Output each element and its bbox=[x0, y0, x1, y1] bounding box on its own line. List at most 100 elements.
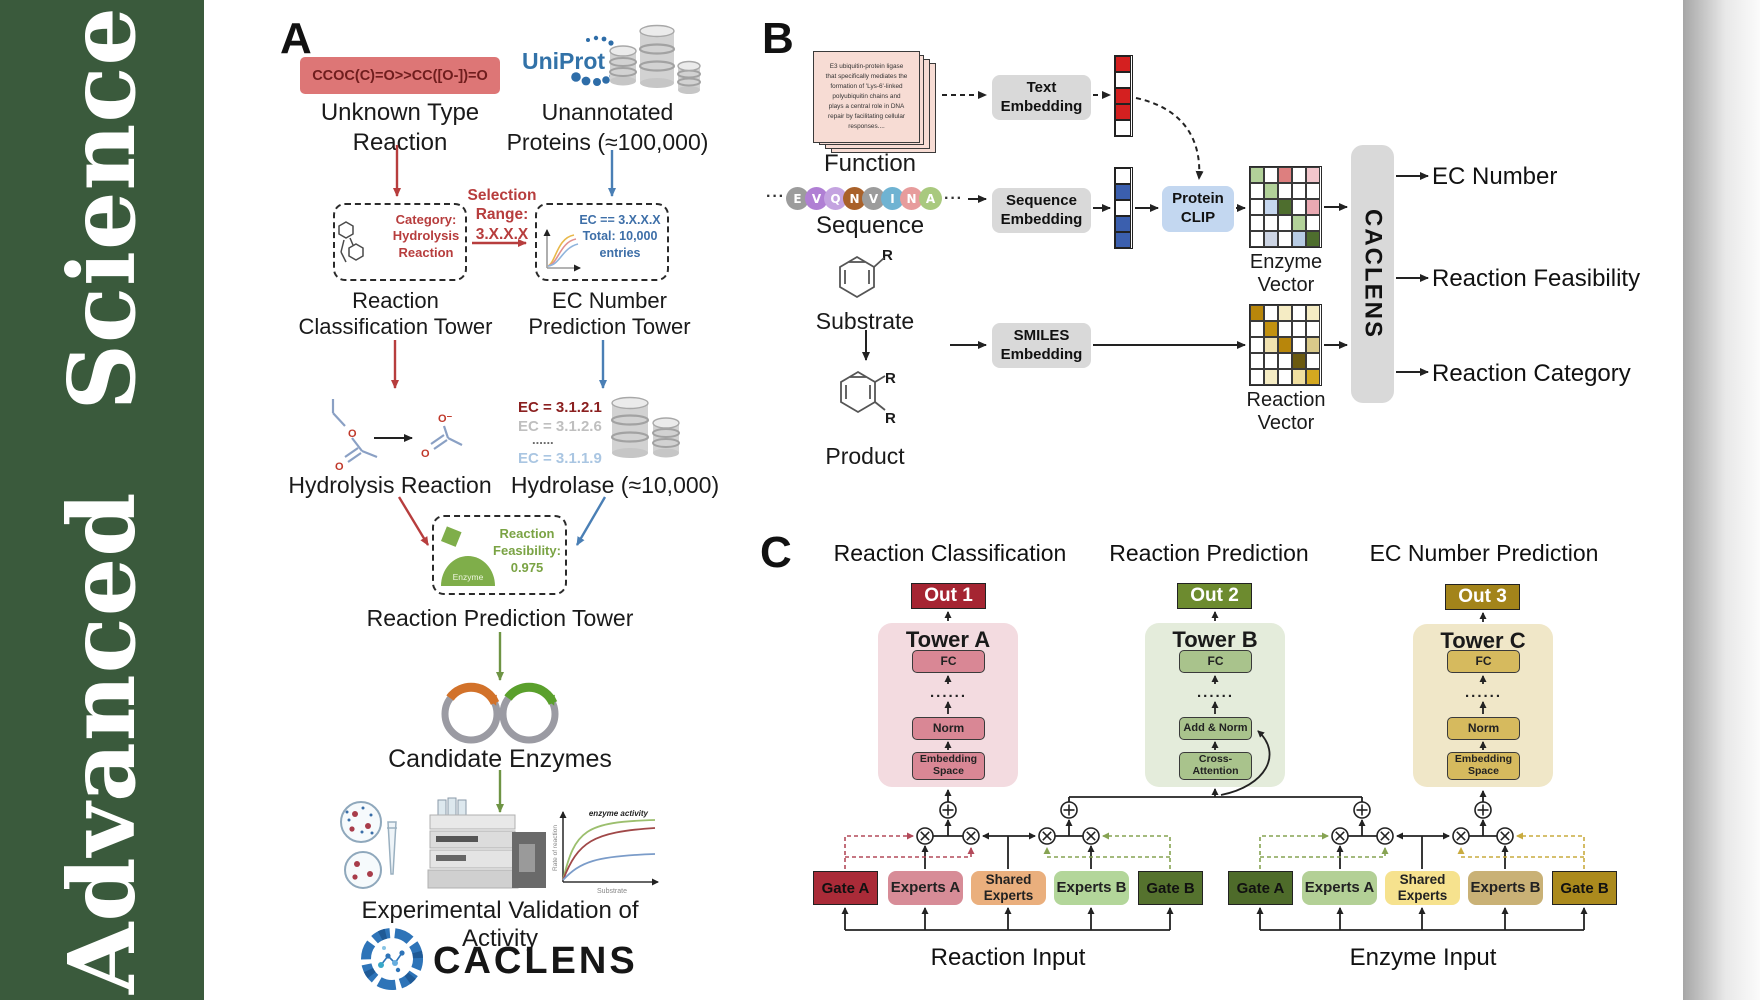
panel-b-arrows bbox=[862, 91, 1429, 376]
matrix-cell bbox=[1250, 167, 1264, 183]
category-hydrolysis-text: Category: Hydrolysis Reaction bbox=[392, 212, 460, 260]
matrix-cell bbox=[1292, 321, 1306, 337]
tower-c-norm: Norm bbox=[1447, 717, 1520, 740]
matrix-cell bbox=[1250, 199, 1264, 215]
matrix-cell bbox=[1306, 183, 1320, 199]
function-label: Function bbox=[823, 150, 917, 177]
database-icon-proteins bbox=[609, 24, 701, 94]
matrix-cell bbox=[1292, 305, 1306, 321]
reaction-shared-experts: Shared Experts bbox=[971, 871, 1046, 905]
title-ec-number-prediction: EC Number Prediction bbox=[1369, 540, 1599, 566]
matrix-cell bbox=[1250, 353, 1264, 369]
ec-list-ellipsis: ...... bbox=[532, 432, 554, 447]
tower-a-embedding-space: Embedding Space bbox=[912, 752, 985, 780]
matrix-cell bbox=[1115, 72, 1131, 88]
matrix-cell bbox=[1306, 215, 1320, 231]
panel-c-label: C bbox=[760, 528, 792, 577]
graph-x-label: Substrate bbox=[597, 888, 627, 895]
residue-chip: N bbox=[900, 187, 923, 210]
hplc-instrument-icon bbox=[427, 797, 546, 889]
smiles-reaction-text: CCOC(C)=O>>CC([O-])=O bbox=[312, 67, 488, 84]
matrix-cell bbox=[1264, 337, 1278, 353]
selection-range-label: Selection Range: 3.X.X.X bbox=[467, 187, 537, 243]
matrix-cell bbox=[1115, 216, 1131, 232]
tower-c-title: Tower C bbox=[1440, 628, 1526, 653]
caclens-wordmark: CACLENS bbox=[433, 940, 638, 982]
out1-box: Out 1 bbox=[911, 583, 986, 609]
sequence-label: Sequence bbox=[815, 212, 925, 239]
page-edge-shadow bbox=[1683, 0, 1760, 1000]
title-reaction-prediction: Reaction Prediction bbox=[1109, 540, 1309, 566]
matrix-cell bbox=[1306, 199, 1320, 215]
matrix-cell bbox=[1115, 200, 1131, 216]
ec-list-item-2: EC = 3.1.2.6 bbox=[518, 418, 602, 435]
matrix-cell bbox=[1306, 337, 1320, 353]
panel-a-label: A bbox=[280, 14, 312, 63]
reaction-gate-b: Gate B bbox=[1138, 871, 1203, 905]
smiles-reaction-box: CCOC(C)=O>>CC([O-])=O bbox=[300, 57, 500, 94]
matrix-cell bbox=[1292, 337, 1306, 353]
reaction-input-label: Reaction Input bbox=[930, 944, 1086, 971]
ec-list-item-1: EC = 3.1.2.1 bbox=[518, 399, 602, 416]
matrix-cell bbox=[1115, 168, 1131, 184]
text-embedding-box: Text Embedding bbox=[992, 75, 1091, 120]
matrix-cell bbox=[1250, 369, 1264, 385]
matrix-cell bbox=[1264, 215, 1278, 231]
product-label: Product bbox=[825, 443, 905, 469]
matrix-cell bbox=[1306, 231, 1320, 247]
output-reaction-feasibility: Reaction Feasibility bbox=[1432, 265, 1641, 292]
product-r2-label: R bbox=[885, 410, 896, 427]
tower-a-dots: ...... bbox=[929, 684, 967, 701]
matrix-cell bbox=[1292, 215, 1306, 231]
matrix-cell bbox=[1115, 104, 1131, 120]
matrix-cell bbox=[1278, 337, 1292, 353]
matrix-cell bbox=[1264, 199, 1278, 215]
matrix-cell bbox=[1292, 231, 1306, 247]
function-card-text: E3 ubiquitin-protein ligase that specifi… bbox=[825, 63, 908, 130]
ester-molecule: O O bbox=[331, 399, 378, 473]
matrix-cell bbox=[1278, 231, 1292, 247]
ec-number-dashed-box bbox=[535, 203, 669, 281]
matrix-cell bbox=[1115, 88, 1131, 104]
function-card: E3 ubiquitin-protein ligase that specifi… bbox=[813, 51, 920, 143]
matrix-cell bbox=[1292, 183, 1306, 199]
matrix-cell bbox=[1250, 215, 1264, 231]
matrix-cell bbox=[1115, 184, 1131, 200]
reaction-classification-dashed-box bbox=[333, 203, 467, 281]
candidate-enzymes-label: Candidate Enzymes bbox=[388, 745, 612, 773]
residue-chip: E bbox=[786, 187, 809, 210]
tower-c-dots: ...... bbox=[1464, 684, 1502, 701]
matrix-cell bbox=[1250, 337, 1264, 353]
product-r1-label: R bbox=[885, 370, 896, 387]
unknown-type-label: Unknown Type Reaction bbox=[320, 99, 480, 156]
svg-text:O⁻: O⁻ bbox=[438, 413, 453, 425]
title-reaction-classification: Reaction Classification bbox=[833, 540, 1067, 566]
sequence-embedding-box: Sequence Embedding bbox=[992, 188, 1091, 233]
text-embedding-vector bbox=[1114, 55, 1133, 137]
reaction-vector-label: Reaction Vector bbox=[1246, 389, 1326, 434]
uniprot-wordmark: UniProt bbox=[522, 48, 606, 74]
smiles-embedding-box: SMILES Embedding bbox=[992, 323, 1091, 368]
journal-title: Advanced Science bbox=[48, 6, 156, 994]
matrix-cell bbox=[1292, 369, 1306, 385]
tower-b-title: Tower B bbox=[1172, 627, 1258, 652]
add-node-icon bbox=[939, 801, 1492, 819]
tower-b-dots: ...... bbox=[1196, 684, 1234, 701]
database-icon-hydrolase bbox=[610, 396, 680, 458]
caclens-bar-text: CACLENS bbox=[1359, 208, 1387, 339]
matrix-cell bbox=[1278, 199, 1292, 215]
tower-a-title: Tower A bbox=[905, 627, 991, 652]
residue-chip: Q bbox=[824, 187, 847, 210]
matrix-cell bbox=[1278, 305, 1292, 321]
matrix-cell bbox=[1115, 232, 1131, 248]
sequence-embedding-vector bbox=[1114, 167, 1133, 249]
enzyme-input-label: Enzyme Input bbox=[1349, 944, 1497, 971]
matrix-cell bbox=[1306, 167, 1320, 183]
matrix-cell bbox=[1115, 120, 1131, 136]
enzyme-vector-matrix bbox=[1249, 166, 1322, 248]
graph-y-label: Rate of reaction bbox=[552, 825, 559, 871]
unannotated-proteins-label: Unannotated Proteins (≈100,000) bbox=[506, 99, 709, 155]
reaction-feasibility-dashed-box bbox=[432, 515, 567, 595]
enzyme-shared-experts: Shared Experts bbox=[1385, 871, 1460, 905]
